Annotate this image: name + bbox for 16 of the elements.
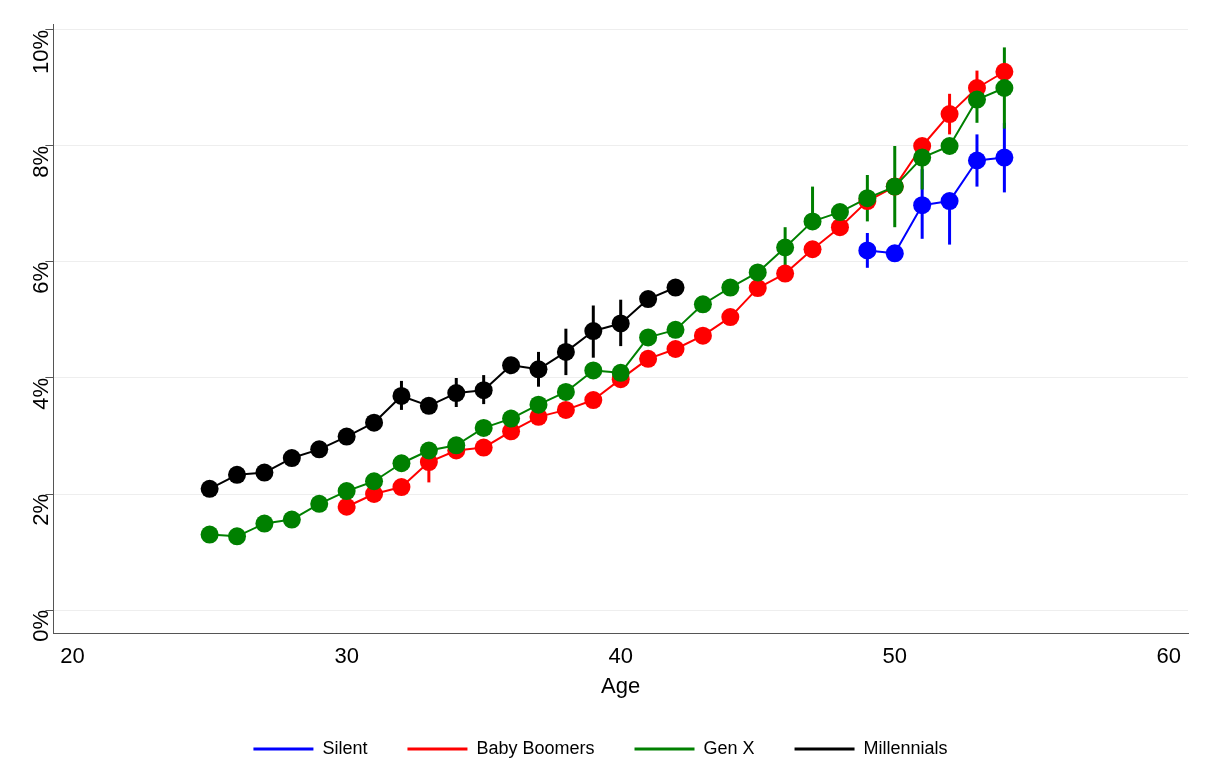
legend-label: Gen X [703, 737, 755, 758]
y-tick-label: 4% [28, 378, 54, 410]
legend-label: Silent [322, 737, 368, 758]
legend-label: Baby Boomers [476, 737, 595, 758]
legend-label: Millennials [863, 737, 948, 758]
y-tick-label: 6% [28, 262, 54, 294]
x-tick-label: 20 [60, 643, 85, 669]
y-tick-label: 0% [28, 610, 54, 642]
x-axis-title: Age [601, 672, 641, 698]
x-tick-label: 50 [882, 643, 907, 669]
y-tick-label: 10% [28, 30, 54, 75]
x-tick-label: 40 [608, 643, 633, 669]
x-tick-label: 30 [334, 643, 359, 669]
y-tick-label: 2% [28, 494, 54, 526]
x-tick-label: 60 [1156, 643, 1182, 669]
y-tick-label: 8% [28, 146, 54, 178]
